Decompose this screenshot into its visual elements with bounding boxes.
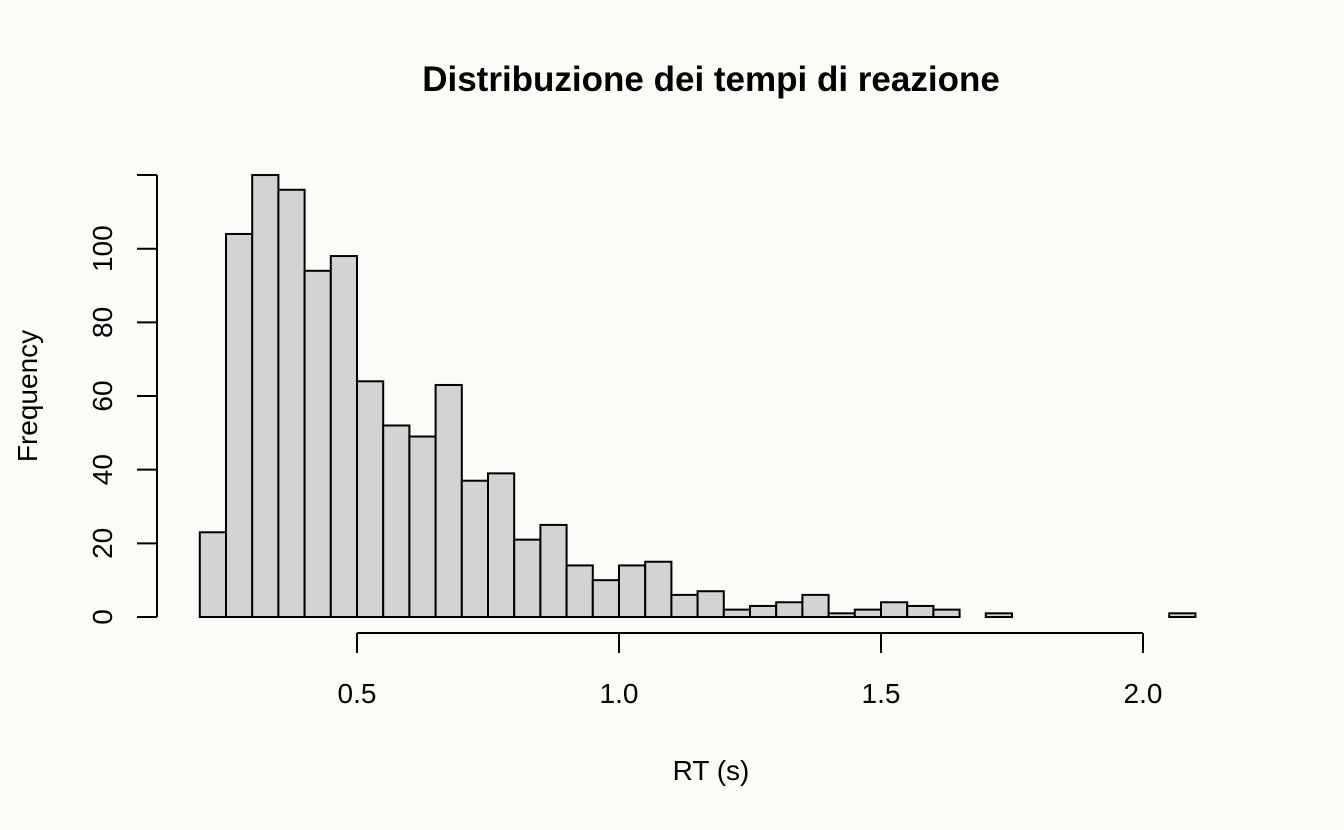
y-tick-label: 100 — [87, 225, 118, 272]
x-tick-label: 1.0 — [600, 678, 639, 709]
histogram-bar — [618, 564, 647, 619]
histogram-bar — [303, 269, 332, 618]
histogram-bar — [853, 608, 882, 619]
histogram-bar — [356, 380, 385, 619]
histogram-bar — [644, 560, 673, 618]
y-tick-label: 40 — [87, 454, 118, 485]
histogram-bar — [251, 174, 280, 618]
histogram-bar — [670, 593, 699, 619]
histogram-bar — [460, 479, 489, 619]
x-tick-label: 1.5 — [862, 678, 901, 709]
histogram-bar — [408, 435, 437, 618]
x-tick-label: 2.0 — [1124, 678, 1163, 709]
histogram-bar — [827, 612, 856, 619]
histogram-bar — [696, 590, 725, 618]
histogram-bar — [565, 564, 594, 619]
histogram-bar — [591, 579, 620, 618]
y-axis-label: Frequency — [12, 330, 43, 462]
histogram-bar — [434, 383, 463, 618]
histogram-bar — [775, 601, 804, 619]
histogram-bar — [277, 188, 306, 619]
histogram-bar — [225, 232, 254, 618]
histogram-bar — [382, 424, 411, 619]
chart-title: Distribuzione dei tempi di reazione — [422, 60, 1000, 99]
histogram-bar — [329, 255, 358, 618]
histogram-bar — [801, 593, 830, 619]
histogram-bar — [906, 604, 935, 619]
histogram-bar — [487, 472, 516, 618]
y-tick-label: 0 — [87, 609, 118, 625]
bars-group — [198, 174, 1197, 619]
y-axis: 0 20 40 60 80 100 — [87, 174, 158, 625]
y-tick-label: 80 — [87, 307, 118, 338]
x-axis-label: RT (s) — [673, 755, 750, 786]
histogram-bar — [984, 612, 1013, 619]
histogram-bar — [722, 608, 751, 619]
x-tick-label: 0.5 — [338, 678, 377, 709]
histogram-bar — [1168, 612, 1197, 619]
y-tick-label: 60 — [87, 380, 118, 411]
y-tick-label: 20 — [87, 528, 118, 559]
x-axis: 0.5 1.0 1.5 2.0 — [338, 632, 1163, 709]
histogram-bar — [880, 601, 909, 619]
histogram-bar — [198, 531, 228, 618]
histogram-bar — [539, 523, 568, 618]
histogram-bar — [749, 604, 778, 619]
histogram-bar — [513, 538, 542, 618]
histogram-bar — [932, 608, 961, 619]
